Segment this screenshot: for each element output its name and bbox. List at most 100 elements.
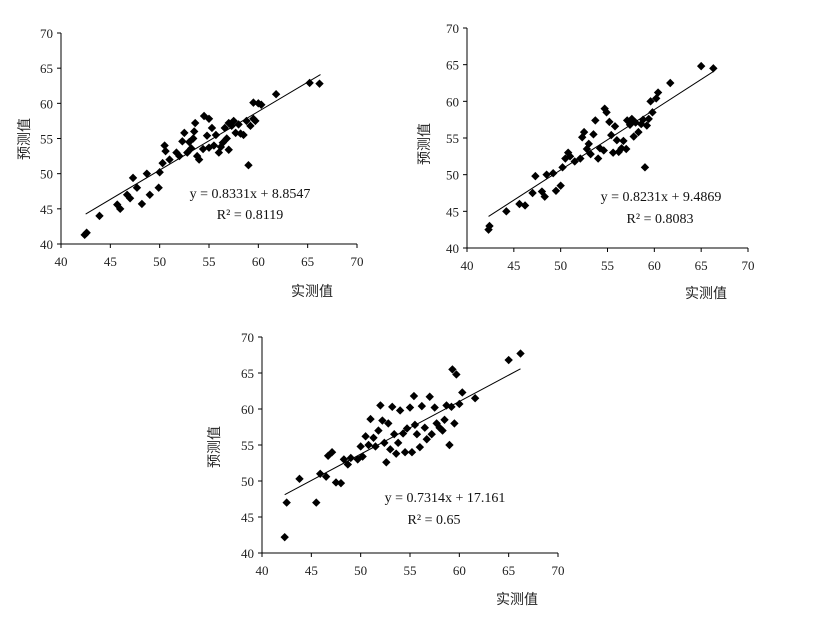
chart-2-data-point	[619, 136, 628, 146]
chart-1-data-point	[209, 141, 219, 150]
chart-3-data-point	[407, 448, 417, 457]
chart-1-data-point	[271, 89, 281, 99]
chart-1-y-axis-label: 预测值	[17, 118, 33, 160]
chart-2-data-point	[666, 78, 675, 88]
chart-1-data-point	[234, 120, 243, 129]
chart-1-plot-area: 40 45 50 55 60 65 70 40 45 50 55 60 65 70	[40, 26, 364, 269]
chart-1-data-point	[194, 155, 204, 164]
chart-3-y-tick-label: 50	[241, 474, 254, 489]
chart-1-trendline	[85, 74, 321, 215]
chart-2-data-point	[629, 132, 638, 141]
chart-3-data-point	[327, 448, 337, 457]
chart-2-data-point	[631, 118, 640, 127]
chart-3-data-point	[386, 445, 395, 454]
chart-2-data-point	[542, 170, 551, 179]
chart-3-regression-equation: y = 0.7314x + 17.161	[385, 491, 506, 506]
chart-3-data-point	[438, 426, 447, 435]
chart-2-data-point	[646, 97, 655, 106]
chart-2-data-point	[709, 64, 718, 73]
chart-3-y-tick-label: 65	[241, 366, 254, 381]
chart-2-y-tick-label: 70	[446, 21, 459, 36]
chart-3-data-point	[361, 432, 370, 441]
chart-3-data-point	[422, 435, 431, 444]
chart-2-data-point	[648, 108, 657, 117]
chart-3-data-point	[455, 399, 464, 409]
chart-1-x-tick-label: 40	[55, 254, 68, 269]
chart-2-x-tick-label: 55	[601, 258, 614, 273]
chart-2-data-point	[644, 114, 653, 124]
chart-1-data-point	[231, 128, 240, 138]
chart-2-data-point	[548, 169, 558, 178]
chart-3-data-point	[445, 440, 454, 450]
chart-1-data-point	[202, 131, 212, 140]
chart-1-top-left: 40 45 50 55 60 65 70 40 45 50 55 60 65 70 实测值 预测值 y =…	[17, 26, 364, 300]
chart-3-data-point	[427, 430, 436, 439]
chart-3-data-point	[440, 415, 449, 424]
chart-3-data-point	[470, 394, 480, 403]
chart-2-data-point	[565, 152, 575, 161]
chart-2-trendline	[488, 71, 714, 217]
chart-3-data-point	[402, 424, 412, 433]
chart-2-data-point	[610, 122, 620, 131]
chart-3-data-point	[343, 460, 353, 469]
chart-2-data-point	[556, 181, 565, 190]
chart-3-x-axis-label: 实测值	[496, 592, 538, 608]
chart-2-data-point	[520, 201, 530, 210]
chart-3-x-tick-label: 50	[354, 563, 367, 578]
chart-3-data-point	[376, 401, 385, 410]
chart-2-data-point	[551, 186, 561, 195]
chart-3-data-point	[391, 449, 401, 458]
chart-3-data-point	[384, 419, 393, 428]
chart-2-data-point	[528, 188, 537, 198]
chart-1-data-point	[236, 129, 245, 138]
chart-3-data-point	[339, 455, 349, 464]
chart-2-y-tick-label: 65	[446, 58, 459, 73]
chart-1-data-point	[160, 141, 169, 150]
chart-2-data-point	[607, 130, 616, 140]
chart-3-data-point	[516, 349, 525, 358]
chart-2-plot-area: 40 45 50 55 60 65 70 40 45 50 55 60 65 70	[446, 21, 755, 273]
chart-3-y-axis-label: 预测值	[207, 426, 223, 468]
chart-3-y-tick-label: 45	[241, 510, 254, 525]
chart-2-x-tick-label: 65	[695, 258, 708, 273]
chart-1-data-point	[227, 121, 236, 131]
chart-3-data-point	[316, 469, 325, 478]
chart-3-plot-area: 40 45 50 55 60 65 70 40 45 50 55 60 65 70	[241, 330, 565, 578]
chart-1-data-point	[137, 199, 147, 209]
chart-1-y-tick-label: 70	[40, 26, 53, 41]
chart-3-data-point	[400, 448, 410, 457]
chart-3-data-point	[425, 392, 434, 401]
chart-3-data-point	[452, 370, 461, 379]
chart-1-data-point	[82, 228, 91, 237]
chart-3-data-point	[382, 458, 391, 467]
chart-1-data-point	[211, 130, 221, 140]
chart-1-data-point	[249, 98, 258, 107]
chart-2-data-point	[531, 171, 540, 181]
chart-2-data-point	[589, 130, 598, 139]
chart-3-data-point	[380, 438, 389, 448]
chart-3-data-point	[346, 453, 355, 463]
chart-2-data-point	[634, 127, 643, 137]
chart-3-data-point	[369, 433, 378, 442]
chart-2-data-point	[558, 163, 567, 172]
chart-1-x-axis-label: 实测值	[291, 284, 333, 300]
chart-1-data-point	[128, 173, 138, 183]
chart-2-data-point	[599, 146, 608, 155]
chart-1-data-point	[158, 158, 167, 168]
chart-2-data-point	[561, 154, 570, 163]
chart-1-data-point	[246, 121, 255, 131]
chart-1-data-point	[113, 200, 122, 209]
chart-1-data-point	[207, 123, 217, 133]
chart-2-data-point	[622, 116, 632, 125]
chart-3-x-tick-label: 60	[453, 563, 466, 578]
chart-3-data-point	[378, 416, 387, 425]
chart-3-bottom: 40 45 50 55 60 65 70 40 45 50 55 60 65 70 实测值 预测值 y =…	[207, 330, 565, 608]
chart-1-data-point	[222, 134, 231, 143]
chart-2-data-point	[612, 136, 622, 145]
chart-2-r-squared: R² = 0.8083	[627, 212, 694, 227]
chart-3-data-point	[295, 474, 304, 484]
chart-1-data-point	[257, 100, 266, 109]
chart-3-data-point	[415, 442, 425, 452]
chart-1-data-point	[242, 116, 251, 126]
chart-3-data-point	[393, 438, 403, 448]
